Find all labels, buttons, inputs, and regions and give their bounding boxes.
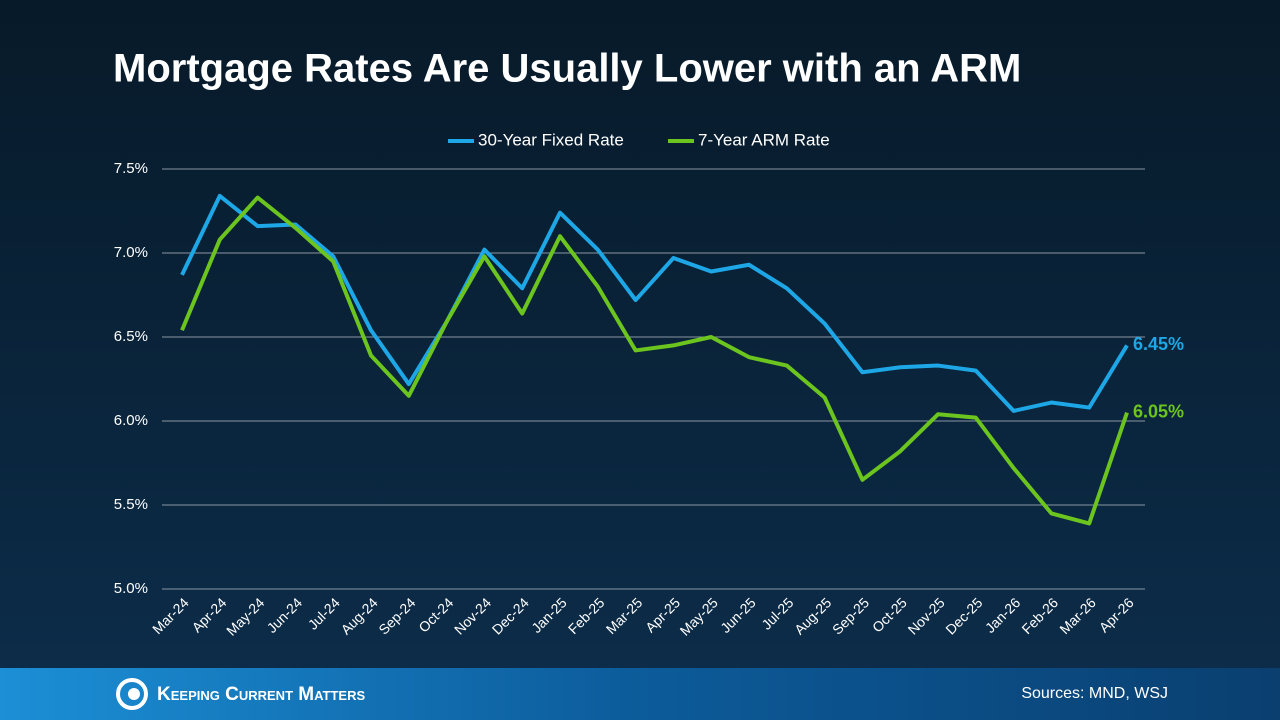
- logo: [128, 688, 140, 700]
- source: Sources: MND, WSJ: [1021, 685, 1168, 702]
- brand: Keeping Current Matters: [157, 684, 365, 705]
- chart-title: Mortgage Rates Are Usually Lower with an…: [113, 47, 1021, 91]
- y-tick-label: 5.0%: [114, 580, 148, 597]
- series-line: [180, 193, 1129, 413]
- data-label: 6.05%: [1133, 401, 1184, 421]
- background: [0, 0, 1280, 668]
- legend-label: 30-Year Fixed Rate: [478, 130, 624, 149]
- y-tick-label: 6.0%: [114, 412, 148, 429]
- legend-label: 7-Year ARM Rate: [698, 130, 830, 149]
- series-line: [180, 195, 1129, 526]
- y-tick-label: 7.5%: [114, 160, 148, 177]
- data-label: 6.45%: [1133, 334, 1184, 354]
- logo: [116, 678, 148, 710]
- y-tick-label: 5.5%: [114, 496, 148, 513]
- y-tick-label: 7.0%: [114, 244, 148, 261]
- y-tick-label: 6.5%: [114, 328, 148, 345]
- footer-bar: [0, 668, 1280, 720]
